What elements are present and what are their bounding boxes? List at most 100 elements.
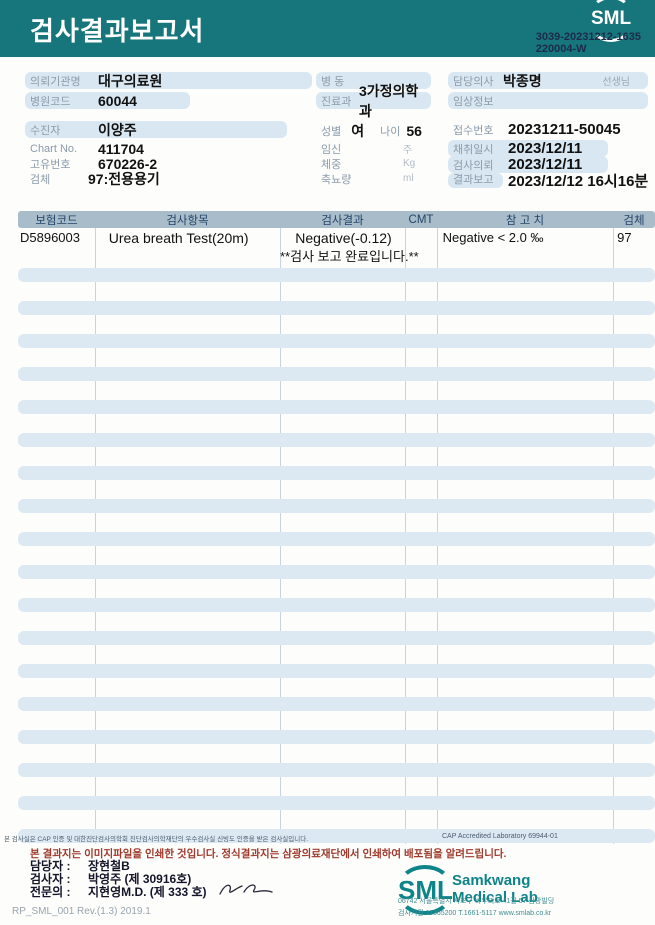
empty-table-row [18,730,655,744]
lab-contact: 검사기관 11365200 T.1661-5117 www.smlab.co.k… [398,910,552,917]
chart-no-value: 411704 [98,140,144,157]
lab-name: Samkwang Medical Lab [452,872,538,906]
empty-table-row [18,334,655,348]
header-test-item: 검사항목 [166,214,209,227]
examiner-row: 검사자 : 박영주 (제 30916호) [30,870,192,886]
empty-table-row [18,433,655,447]
document-number-line1: 3039-20231212-1635 [535,31,641,43]
field-ward: 병 동 [316,72,431,89]
result-value: Negative(-0.12) [295,230,392,246]
empty-table-row [18,598,655,612]
examiner-label: 검사자 : [30,872,71,886]
sml-logo: SML [591,4,643,42]
doctor-value: 박종명 [503,72,542,89]
report-date-label: 결과보고 [448,173,503,188]
accreditation-note: 본 검사실은 CAP 인증 및 대한진단검사의학회 진단검사의학재단의 우수검사… [4,836,309,843]
empty-table-row [18,367,655,381]
sml-footer-logo: SML [398,865,453,915]
request-date-label: 검사의뢰 [453,159,494,172]
unique-no-label: 고유번호 [30,158,71,171]
hospital-code-value: 60044 [98,92,137,109]
empty-table-row [18,796,655,810]
pregnancy-unit: 주 [403,145,413,156]
collection-date-label: 채취일시 [453,143,494,156]
logo-arc-bottom-icon [591,10,632,42]
result-specimen [613,246,655,265]
empty-table-row [18,268,655,282]
staff-row: 담당자 : 장현철B [30,857,130,873]
result-reference [437,246,613,265]
empty-table-row [18,532,655,546]
request-date-value: 2023/12/11 [508,156,583,173]
field-request-date: 검사의뢰 2023/12/11 [448,156,608,173]
field-doctor: 담당의사 박종명 선생님 [448,72,648,89]
field-unique-no: 고유번호 670226-2 [25,155,157,172]
result-item: Urea breath Test(20m) [108,230,249,246]
result-cmt [405,246,437,265]
doctor-label: 담당의사 [453,75,494,88]
pregnancy-label: 임신 [321,143,342,156]
empty-table-row [18,301,655,315]
empty-table-row [18,697,655,711]
field-receipt-no: 접수번호 20231211-50045 [448,121,621,138]
document-number-line2: 220004-W [535,43,587,55]
print-notice: 본 결과지는 이미지파일을 인쇄한 것입니다. 정식결과지는 삼광의료재단에서 … [30,848,507,860]
specialist-label: 전문의 : [30,885,71,899]
empty-table-row [18,400,655,414]
weight-label: 체중 [321,158,342,171]
result-specimen: 97 [617,230,632,245]
patient-label: 수진자 [30,124,61,137]
specialist-value: 지현영M.D. (제 333 호) [88,885,207,899]
field-requesting-org: 의뢰기관명 대구의료원 [25,72,312,89]
urine-volume-label: 축뇨량 [321,173,352,186]
lab-address: 06742 서울특별시 서초구 바우뫼로 41길 57 삼광빌딩 [398,898,555,905]
empty-table-row [18,829,655,843]
field-urine-volume: 축뇨량 ml [316,170,431,187]
header-reference: 참 고 치 [505,214,545,227]
result-value: **검사 보고 완료입니다.** [280,249,419,264]
staff-value: 장현철B [88,859,130,873]
sex-label: 성별 [321,125,342,138]
header-cmt: CMT [408,213,434,226]
table-row: D5896003 Urea breath Test(20m) Negative(… [18,230,655,246]
header-test-result: 검사결과 [321,214,364,227]
receipt-no-value: 20231211-50045 [508,121,621,138]
field-report-date: 결과보고 2023/12/12 16시16분 [448,172,648,190]
field-specimen: 검체 97:전용용기 [25,170,160,187]
table-row: **검사 보고 완료입니다.** [18,246,655,265]
report-header-bar: 검사결과보고서 SML 3039-20231212-1635 220004-W [0,0,655,57]
specimen-label: 검체 [30,173,51,186]
requesting-org-label: 의뢰기관명 [30,75,81,88]
signature-icon [219,884,273,895]
field-hospital-code: 병원코드 60044 [25,92,190,109]
specimen-value: 97:전용용기 [88,170,160,187]
unique-no-value: 670226-2 [98,155,158,172]
field-chart-no: Chart No. 411704 [25,140,144,157]
result-item [95,246,280,265]
result-cmt [406,230,438,246]
lab-name-line1: Samkwang [452,872,531,889]
empty-table-row [18,466,655,480]
header-specimen: 검체 [623,214,645,227]
urine-volume-unit: ml [403,173,414,184]
doctor-suffix: 선생님 [602,77,630,88]
logo-arc-top-icon [398,865,453,907]
department-value: 3가정의학과 [358,82,419,119]
empty-table-row [18,499,655,513]
field-sex-age: 성별 여 나이 56 [316,122,446,139]
field-collection-date: 채취일시 2023/12/11 [448,140,608,157]
field-department: 진료과 3가정의학과 [316,83,431,119]
empty-table-row [18,631,655,645]
patient-value: 이양주 [98,121,137,138]
result-code: D5896003 [20,230,80,245]
clinical-info-label: 임상정보 [453,95,494,108]
results-table-header: 보험코드 검사항목 검사결과 CMT 참 고 치 검체 [18,211,655,228]
logo-arc-bottom-icon [398,873,453,915]
examiner-value: 박영주 (제 30916호) [88,872,192,886]
empty-table-row [18,763,655,777]
requesting-org-value: 대구의료원 [98,72,163,89]
age-value: 56 [406,122,422,139]
field-weight: 체중 Kg [316,155,431,172]
staff-label: 담당자 : [30,859,71,873]
empty-table-row [18,664,655,678]
